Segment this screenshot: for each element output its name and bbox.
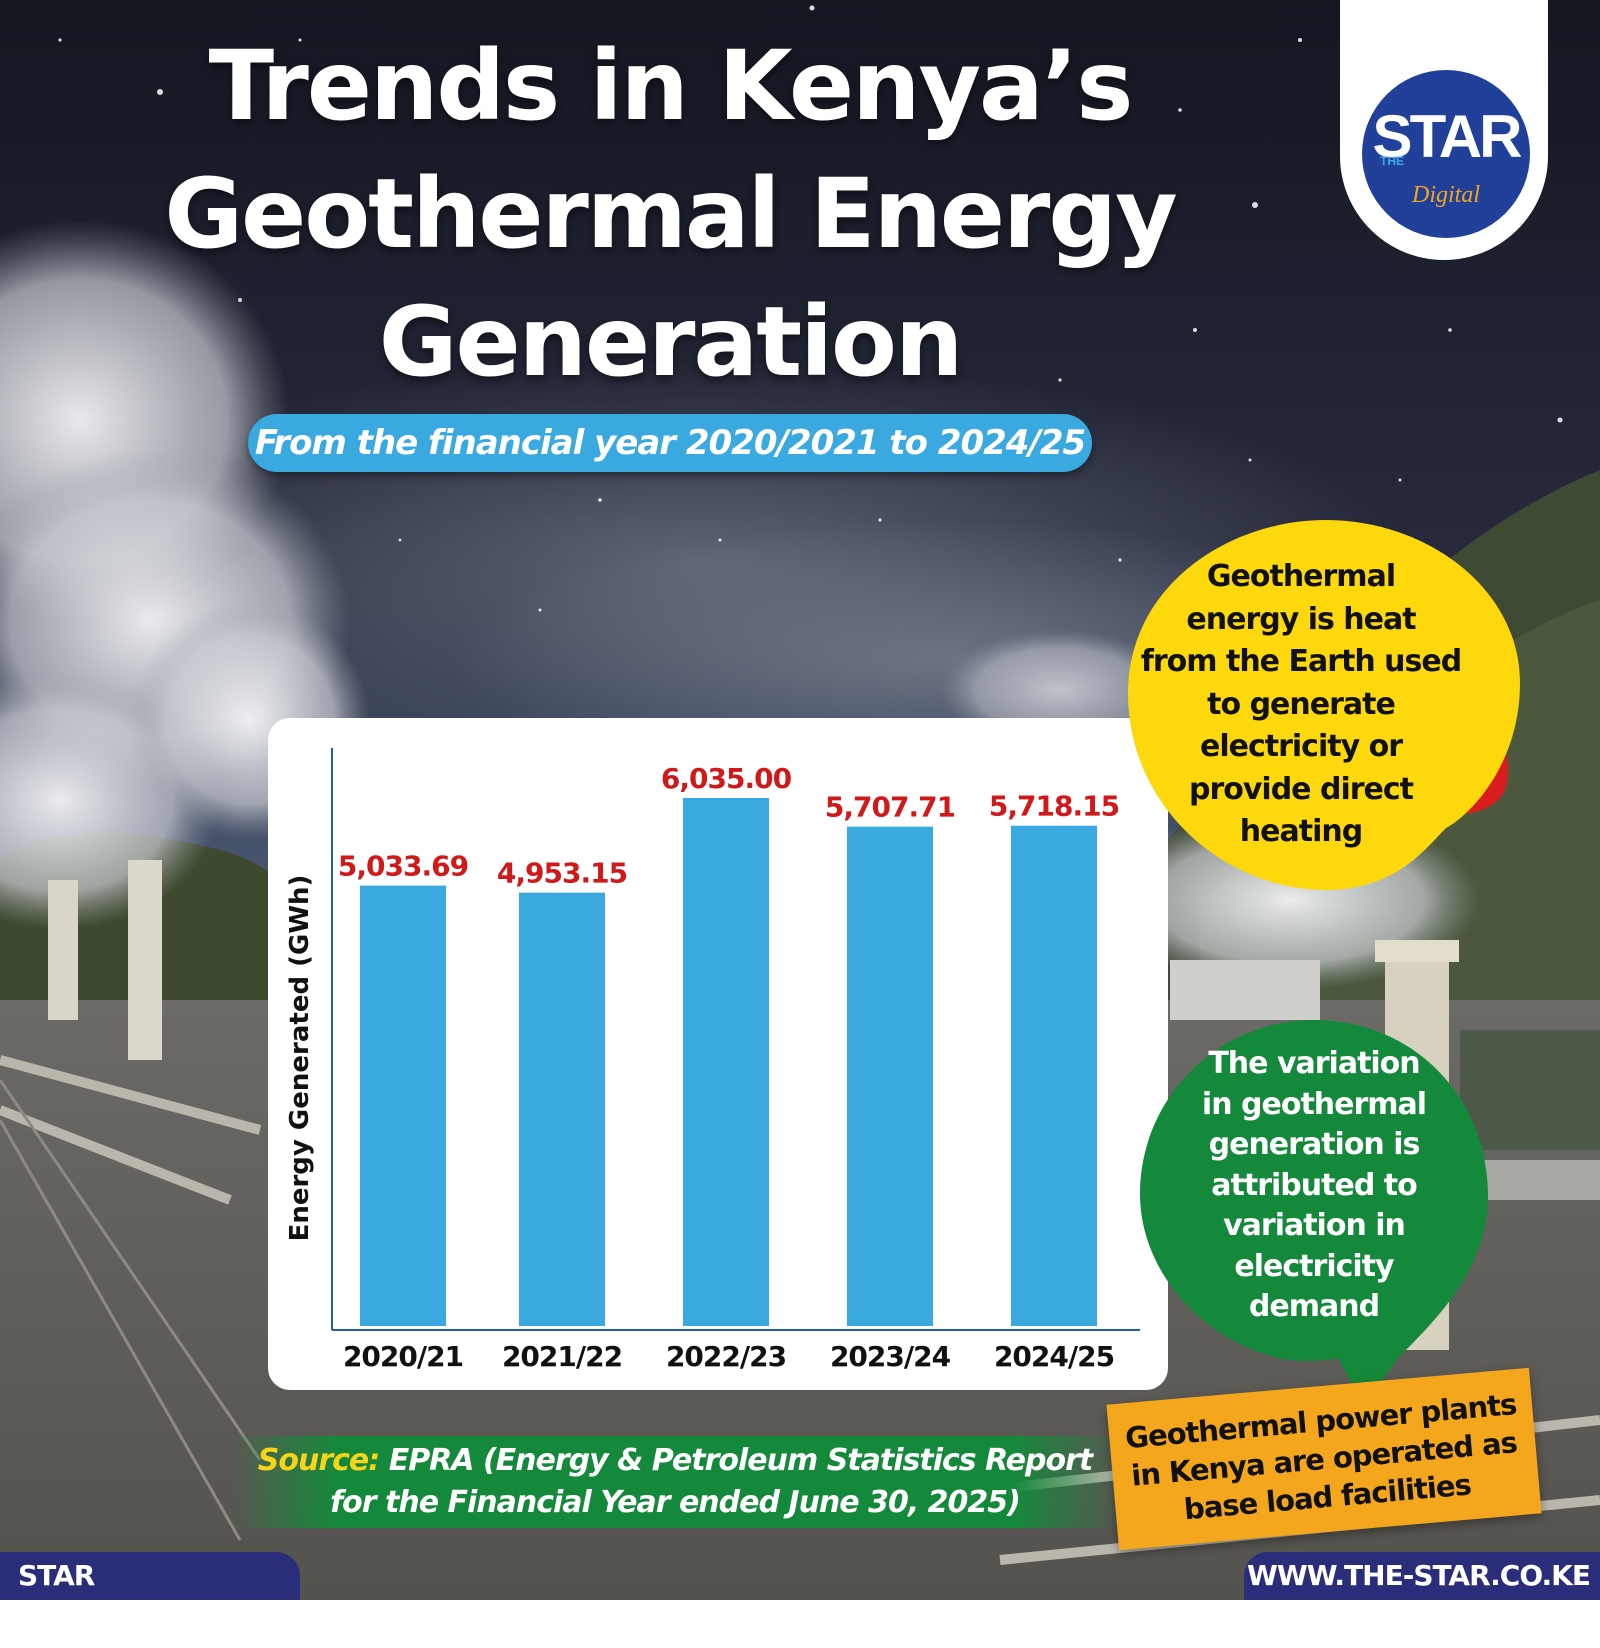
green-line: generation is: [1208, 1127, 1421, 1162]
bar-2024-25: [1011, 825, 1097, 1326]
bar-2022-23: [683, 798, 769, 1326]
subtitle-pill: From the financial year 2020/2021 to 202…: [248, 414, 1092, 472]
x-tick-label: 2020/21: [343, 1340, 463, 1373]
x-tick-label: 2024/25: [994, 1340, 1114, 1373]
yellow-line: energy is heat: [1186, 601, 1416, 637]
logo-digital-text: Digital: [1411, 182, 1480, 208]
green-bubble-shape: [1140, 1020, 1488, 1406]
bar-2023-24: [847, 826, 933, 1326]
title-line-3: Generation: [378, 286, 964, 398]
logo-the-text: THE: [1380, 154, 1404, 168]
source-line-2: for the Financial Year ended June 30, 20…: [330, 1485, 1021, 1520]
x-tick-label: 2022/23: [666, 1340, 786, 1373]
title-line-1: Trends in Kenya’s: [208, 30, 1134, 142]
bar-2020-21: [360, 885, 446, 1326]
green-line: variation in: [1223, 1208, 1406, 1243]
y-axis-label: Energy Generated (GWh): [285, 875, 315, 1242]
star-digital-logo: STAR THE Digital: [1362, 70, 1530, 238]
source-text-1: EPRA (Energy & Petroleum Statistics Repo…: [379, 1443, 1094, 1478]
bar-chart: Energy Generated (GWh) 5,033.69 2020/21 4,…: [285, 748, 1140, 1373]
yellow-bubble-text: Geothermal energy is heat from the Earth…: [1136, 556, 1466, 854]
logo-tab: STAR THE Digital: [1340, 0, 1548, 260]
bar-value-label: 5,718.15: [989, 790, 1119, 823]
bar-value-label: 4,953.15: [497, 857, 627, 890]
title-line-2: Geothermal Energy: [164, 158, 1177, 270]
bar-value-label: 6,035.00: [661, 762, 792, 795]
footer-star-illustrated: STAR ILLUSTRATED: [0, 1552, 300, 1640]
yellow-line: provide direct: [1188, 771, 1414, 807]
green-bubble-text: The variation in geothermal generation i…: [1156, 1044, 1472, 1328]
chart-card: Energy Generated (GWh) 5,033.69 2020/21 4,…: [268, 718, 1168, 1390]
green-line: electricity: [1234, 1248, 1394, 1284]
bar-2021-22: [519, 892, 605, 1326]
footer-website-link[interactable]: WWW.THE-STAR.CO.KE: [1244, 1552, 1600, 1600]
green-line: attributed to: [1211, 1167, 1417, 1203]
yellow-line: electricity or: [1200, 729, 1403, 764]
yellow-line: heating: [1239, 814, 1363, 849]
bar-value-label: 5,707.71: [825, 791, 955, 824]
yellow-line: from the Earth used: [1140, 644, 1462, 679]
green-line: demand: [1248, 1289, 1380, 1324]
source-caption: Source: EPRA (Energy & Petroleum Statist…: [230, 1440, 1120, 1524]
bar-value-label: 5,033.69: [338, 850, 468, 883]
yellow-line: Geothermal: [1206, 559, 1396, 594]
note-text: Geothermal power plants in Kenya are ope…: [1108, 1384, 1540, 1535]
yellow-bubble-shape: [1128, 520, 1520, 890]
yellow-info-bubble: [1128, 520, 1520, 890]
page-title: Trends in Kenya’s Geothermal Energy Gene…: [90, 22, 1250, 406]
green-info-bubble: [1140, 1020, 1488, 1406]
green-line: The variation: [1208, 1046, 1420, 1081]
source-line-1: Source: EPRA (Energy & Petroleum Statist…: [230, 1440, 1120, 1482]
x-tick-label: 2023/24: [830, 1340, 951, 1373]
source-label: Source:: [257, 1443, 380, 1478]
source-band: [230, 1436, 1120, 1528]
logo-star-text: STAR: [1372, 103, 1523, 170]
yellow-line: to generate: [1207, 686, 1396, 722]
x-tick-label: 2021/22: [502, 1340, 622, 1373]
green-line: in geothermal: [1201, 1086, 1427, 1122]
